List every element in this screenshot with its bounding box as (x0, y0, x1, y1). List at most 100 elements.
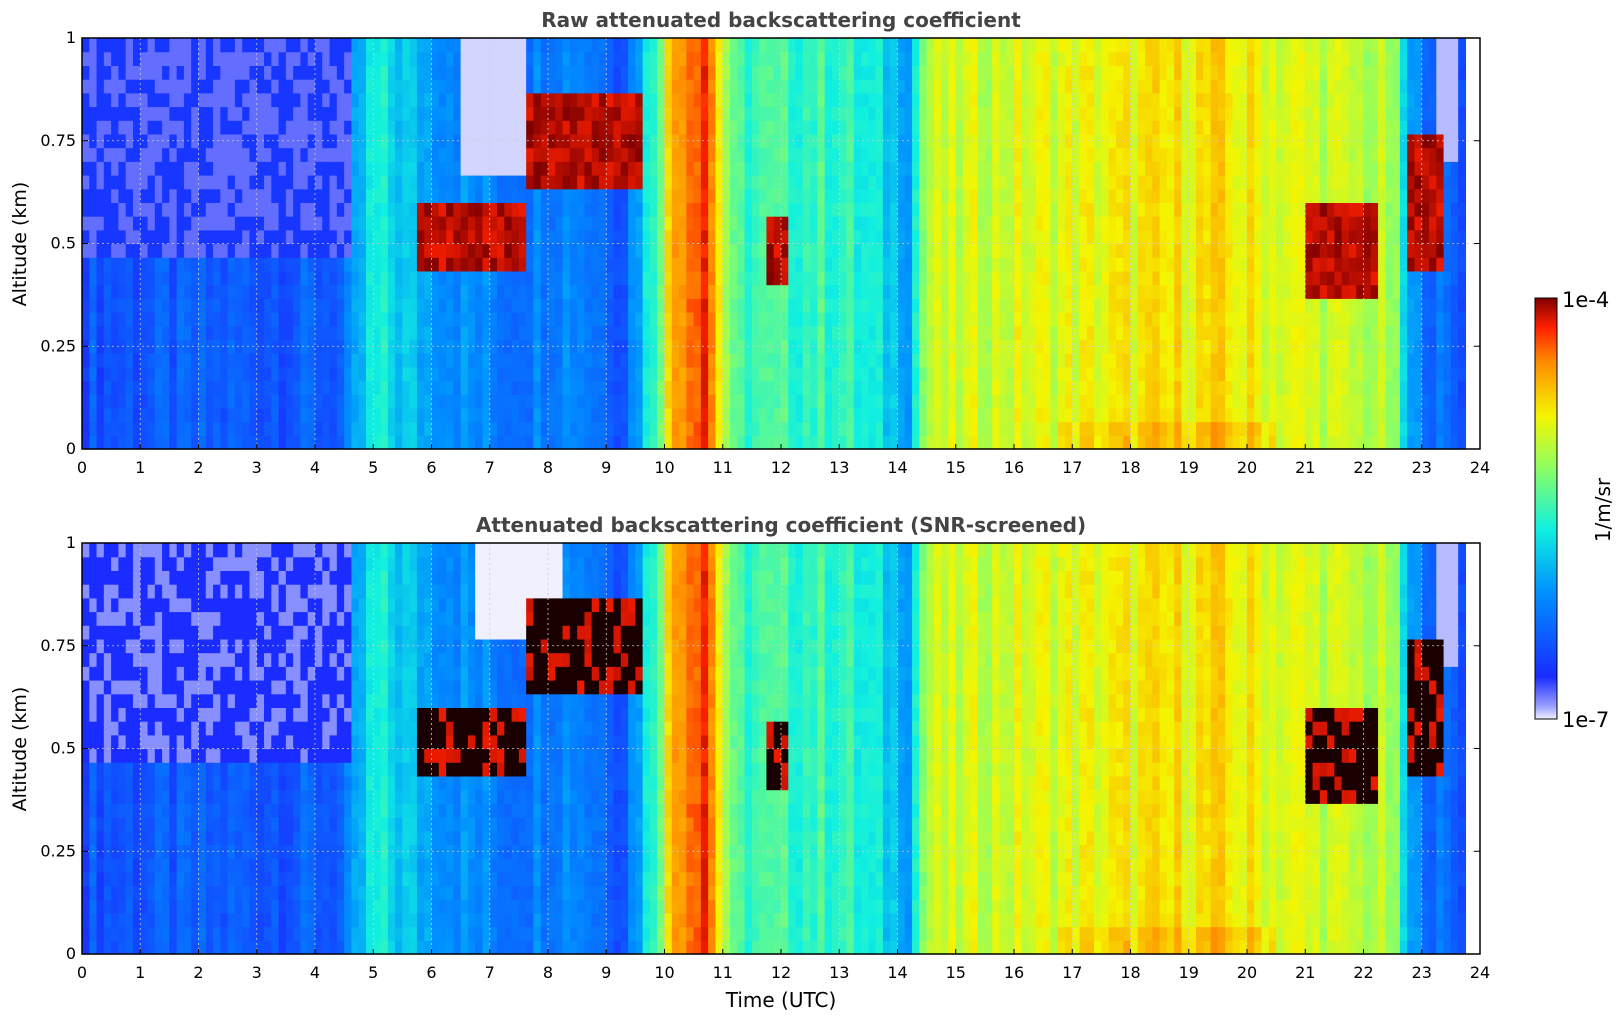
heatmap-cell (1225, 435, 1234, 450)
heatmap-cell (664, 243, 673, 258)
heatmap-cell (1188, 380, 1197, 395)
heatmap-cell (773, 243, 782, 258)
heatmap-cell (358, 161, 367, 176)
heatmap-cell (300, 312, 309, 327)
heatmap-cell (1225, 51, 1234, 66)
heatmap-cell (912, 65, 920, 80)
heatmap-cell (941, 366, 950, 382)
heatmap-cell (722, 325, 731, 340)
heatmap-cell (358, 421, 367, 436)
heatmap-cell (628, 298, 636, 313)
heatmap-cell (1050, 175, 1059, 190)
heatmap-cell (82, 175, 90, 190)
heatmap-cell (963, 353, 971, 368)
heatmap-cell (628, 407, 636, 423)
heatmap-cell (620, 51, 629, 66)
heatmap-cell (1057, 298, 1066, 313)
heatmap-cell (926, 270, 935, 286)
heatmap-cell (147, 229, 156, 245)
heatmap-cell (722, 380, 731, 395)
heatmap-cell (1254, 161, 1263, 176)
heatmap-cell (904, 257, 913, 272)
heatmap-cell (82, 394, 90, 409)
heatmap-cell (868, 380, 877, 395)
heatmap-cell (657, 229, 666, 245)
heatmap-cell (562, 202, 571, 217)
heatmap-cell (380, 421, 389, 436)
heatmap-cell (1181, 147, 1190, 162)
heatmap-cell (307, 133, 316, 149)
heatmap-cell (642, 216, 651, 231)
heatmap-cell (511, 79, 520, 94)
heatmap-cell (387, 380, 396, 395)
heatmap-cell (1203, 92, 1212, 108)
heatmap-cell (1203, 161, 1212, 176)
heatmap-cell (256, 270, 265, 286)
heatmap-cell (693, 380, 702, 395)
heatmap-cell (620, 380, 629, 395)
heatmap-cell (169, 284, 178, 299)
heatmap-cell (1239, 312, 1248, 327)
heatmap-cell (613, 188, 622, 203)
heatmap-cell (1152, 353, 1161, 368)
heatmap-cell (424, 79, 433, 94)
heatmap-cell (1152, 147, 1161, 162)
heatmap-cell (1115, 51, 1124, 66)
heatmap-cell (926, 202, 935, 217)
heatmap-cell (315, 312, 323, 327)
heatmap-cell (140, 51, 149, 66)
heatmap-cell (147, 394, 156, 409)
heatmap-cell (649, 202, 658, 217)
heatmap-cell (1217, 106, 1226, 121)
heatmap-cell (242, 38, 251, 53)
heatmap-cell (875, 394, 884, 409)
heatmap-cell (584, 161, 593, 176)
heatmap-cell (584, 38, 593, 53)
heatmap-cell (1043, 38, 1052, 53)
heatmap-cell (788, 380, 797, 395)
heatmap-cell (1094, 106, 1102, 121)
heatmap-cell (1021, 106, 1030, 121)
heatmap-cell (700, 120, 709, 135)
heatmap-cell (424, 421, 433, 436)
heatmap-cell (518, 92, 527, 108)
heatmap-cell (861, 202, 869, 217)
heatmap-cell (1057, 380, 1066, 395)
heatmap-cell (176, 270, 185, 286)
heatmap-cell (1064, 298, 1073, 313)
heatmap-cell (169, 161, 178, 176)
heatmap-cell (1217, 147, 1226, 162)
heatmap-cell (526, 106, 535, 121)
heatmap-cell (955, 270, 964, 286)
heatmap-cell (1021, 312, 1030, 327)
heatmap-cell (562, 65, 571, 80)
heatmap-cell (853, 120, 862, 135)
heatmap-cell (271, 92, 280, 108)
heatmap-cell (817, 161, 826, 176)
heatmap-cell (111, 65, 120, 80)
heatmap-cell (1145, 421, 1153, 436)
heatmap-cell (1232, 188, 1241, 203)
heatmap-cell (853, 243, 862, 258)
heatmap-cell (992, 284, 1001, 299)
heatmap-cell (1217, 325, 1226, 340)
heatmap-cell (147, 243, 156, 258)
heatmap-cell (373, 284, 382, 299)
heatmap-cell (402, 202, 411, 217)
heatmap-cell (453, 188, 462, 203)
heatmap-cell (307, 339, 316, 354)
heatmap-cell (511, 216, 520, 231)
heatmap-cell (948, 353, 957, 368)
heatmap-cell (1210, 366, 1219, 382)
heatmap-cell (919, 216, 928, 231)
heatmap-cell (402, 270, 411, 286)
heatmap-cell (1130, 92, 1139, 108)
heatmap-cell (533, 38, 542, 53)
heatmap-cell (511, 298, 520, 313)
heatmap-cell (89, 243, 98, 258)
heatmap-cell (1261, 65, 1270, 80)
heatmap-cell (620, 216, 629, 231)
heatmap-cell (1108, 188, 1117, 203)
heatmap-cell (657, 312, 666, 327)
heatmap-cell (1239, 380, 1248, 395)
